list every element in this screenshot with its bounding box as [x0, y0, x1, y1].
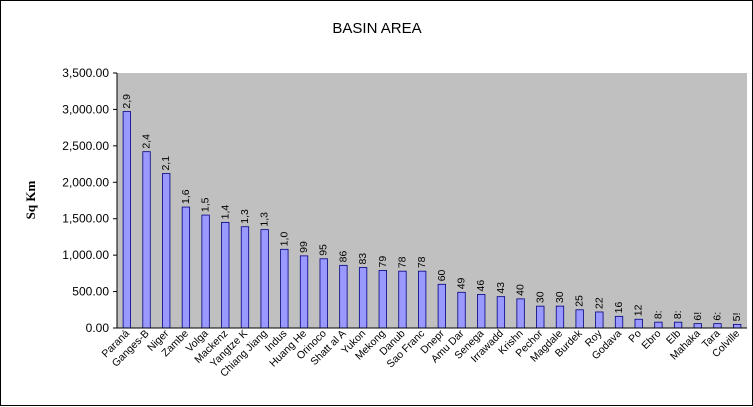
chart-title: BASIN AREA [332, 20, 421, 37]
bar [339, 264, 348, 329]
bar [477, 294, 486, 329]
bar [181, 206, 191, 329]
bar [693, 323, 702, 329]
data-label: 5! [731, 313, 743, 322]
data-label: 78 [416, 256, 428, 268]
bar [673, 321, 683, 329]
bar [457, 291, 466, 329]
data-label: 1,5 [200, 197, 212, 212]
bar [418, 270, 427, 329]
y-tick-label: 1,000.00 [62, 248, 109, 262]
data-label: 25 [574, 295, 586, 307]
y-tick-label: 3,500.00 [62, 66, 109, 80]
data-label: 8: [652, 310, 664, 319]
bar [201, 214, 210, 329]
bar [713, 323, 722, 329]
bar [142, 151, 151, 329]
bar [398, 270, 407, 329]
data-label: 16 [613, 302, 625, 314]
data-label: 1,3 [259, 212, 271, 227]
bar [654, 321, 663, 329]
bar [260, 229, 269, 329]
bar [595, 311, 604, 329]
bar [536, 305, 545, 329]
bar [437, 283, 446, 329]
data-label: 95 [318, 244, 330, 256]
bar [634, 318, 643, 329]
data-label: 43 [495, 282, 507, 294]
y-tick-label: 2,500.00 [62, 139, 109, 153]
bar [122, 111, 131, 329]
data-label: 78 [396, 256, 408, 268]
y-tick-label: 1,500.00 [62, 212, 109, 226]
data-labels: 2,9 2,4 2,1 1,6 1,5 1,4 1,3 1,3 1,0 99 95 86 83 79 78 7… [121, 94, 743, 321]
bar [358, 267, 368, 329]
data-label: 1,3 [239, 209, 251, 224]
data-label: 6: [711, 312, 723, 321]
x-tick-label: Ebro [639, 328, 663, 352]
data-label: 22 [593, 297, 605, 309]
y-tick-label: 3,000.00 [62, 102, 109, 116]
bar [240, 226, 250, 329]
bar [496, 296, 506, 329]
bar [319, 258, 328, 329]
data-label: 12 [633, 304, 645, 316]
data-label: 2,1 [160, 156, 172, 171]
y-tick-label: 0.00 [86, 321, 110, 335]
bars [122, 111, 742, 329]
data-label: 99 [298, 241, 310, 253]
data-label: 30 [554, 291, 566, 303]
data-label: 1,6 [180, 189, 192, 204]
data-label: 1,0 [278, 232, 290, 247]
data-label: 86 [337, 251, 349, 263]
bar [733, 323, 742, 329]
data-label: 6! [692, 312, 704, 321]
y-tick-label: 2,000.00 [62, 175, 109, 189]
data-label: 46 [475, 280, 487, 292]
bar [221, 221, 230, 329]
y-tick-label: 500.00 [72, 285, 109, 299]
bar [162, 173, 171, 329]
data-label: 1,4 [219, 205, 231, 220]
data-label: 40 [515, 284, 527, 296]
y-axis-label: Sq Km [23, 181, 38, 220]
x-axis: ParanáGanges-BNigerZambeVolgaMackenzYang… [100, 327, 747, 379]
bar [555, 305, 565, 329]
data-label: 60 [436, 269, 448, 281]
bar [299, 255, 309, 329]
bar [614, 315, 624, 329]
y-axis: 0.00 500.00 1,000.00 1,500.00 2,000.00 2,500.… [62, 66, 118, 335]
bar [280, 248, 289, 329]
data-label: 79 [377, 256, 389, 268]
data-label: 83 [357, 253, 369, 265]
data-label: 30 [534, 291, 546, 303]
bar [516, 298, 525, 329]
data-label: 8: [672, 310, 684, 319]
bar [575, 309, 584, 329]
data-label: 2,4 [141, 134, 153, 149]
data-label: 49 [456, 277, 468, 289]
bar [378, 270, 387, 329]
data-label: 2,9 [121, 94, 133, 109]
